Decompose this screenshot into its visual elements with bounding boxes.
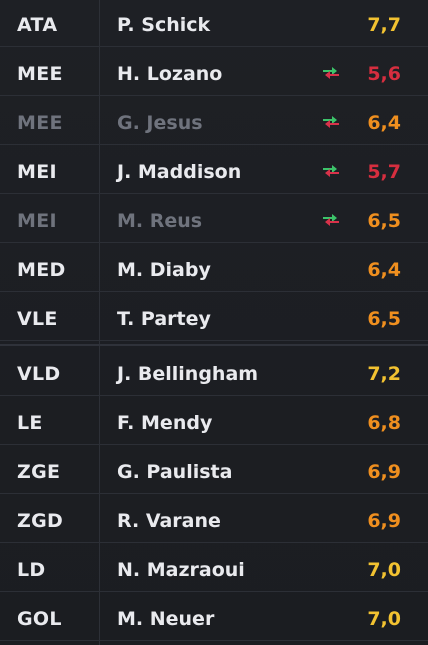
player-row[interactable]: MED M. Diaby 6,4: [0, 248, 428, 292]
player-rating: 5,6: [367, 63, 401, 85]
player-row[interactable]: MEI M. Reus 6,5: [0, 199, 428, 243]
player-name: P. Schick: [117, 14, 211, 36]
player-position: MEE: [17, 63, 63, 85]
substitution-icon: [323, 67, 339, 79]
player-rating: 6,5: [367, 210, 401, 232]
section-divider: [0, 344, 428, 346]
player-name: M. Reus: [117, 210, 203, 232]
player-row[interactable]: LD N. Mazraoui 7,0: [0, 548, 428, 592]
player-name: F. Mendy: [117, 412, 213, 434]
player-rating: 6,9: [367, 510, 401, 532]
player-row[interactable]: MEI J. Maddison 5,7: [0, 150, 428, 194]
player-row[interactable]: MEE H. Lozano 5,6: [0, 52, 428, 96]
player-name: N. Mazraoui: [117, 559, 245, 581]
substitution-icon: [323, 214, 339, 226]
player-name: R. Varane: [117, 510, 221, 532]
player-position: LE: [17, 412, 43, 434]
player-position: ZGD: [17, 510, 64, 532]
player-name: H. Lozano: [117, 63, 223, 85]
substitution-icon: [323, 116, 339, 128]
player-position: ATA: [17, 14, 58, 36]
player-rating: 7,2: [367, 363, 401, 385]
player-row[interactable]: ZGD R. Varane 6,9: [0, 499, 428, 543]
player-name: G. Paulista: [117, 461, 233, 483]
column-divider: [99, 0, 100, 645]
player-name: M. Diaby: [117, 259, 211, 281]
player-name: M. Neuer: [117, 608, 215, 630]
player-rating: 7,7: [367, 14, 401, 36]
player-row[interactable]: VLD J. Bellingham 7,2: [0, 352, 428, 396]
player-row[interactable]: LE F. Mendy 6,8: [0, 401, 428, 445]
player-rating: 7,0: [367, 608, 401, 630]
player-position: ZGE: [17, 461, 61, 483]
player-position: MEI: [17, 210, 57, 232]
substitution-icon: [323, 165, 339, 177]
player-position: MEI: [17, 161, 57, 183]
player-name: G. Jesus: [117, 112, 203, 134]
player-row[interactable]: VLE T. Partey 6,5: [0, 297, 428, 341]
player-row[interactable]: MEE G. Jesus 6,4: [0, 101, 428, 145]
player-position: VLE: [17, 308, 58, 330]
player-name: T. Partey: [117, 308, 211, 330]
player-rating: 6,5: [367, 308, 401, 330]
player-rating: 6,4: [367, 112, 401, 134]
player-rating: 6,8: [367, 412, 401, 434]
player-name: J. Bellingham: [117, 363, 259, 385]
player-position: LD: [17, 559, 46, 581]
player-position: MED: [17, 259, 66, 281]
player-row[interactable]: GOL M. Neuer 7,0: [0, 597, 428, 641]
player-row[interactable]: ATA P. Schick 7,7: [0, 3, 428, 47]
player-position: MEE: [17, 112, 63, 134]
player-name: J. Maddison: [117, 161, 242, 183]
player-rating: 7,0: [367, 559, 401, 581]
player-rating: 6,4: [367, 259, 401, 281]
player-rating: 6,9: [367, 461, 401, 483]
player-rating: 5,7: [367, 161, 401, 183]
player-position: VLD: [17, 363, 61, 385]
player-row[interactable]: ZGE G. Paulista 6,9: [0, 450, 428, 494]
player-position: GOL: [17, 608, 62, 630]
